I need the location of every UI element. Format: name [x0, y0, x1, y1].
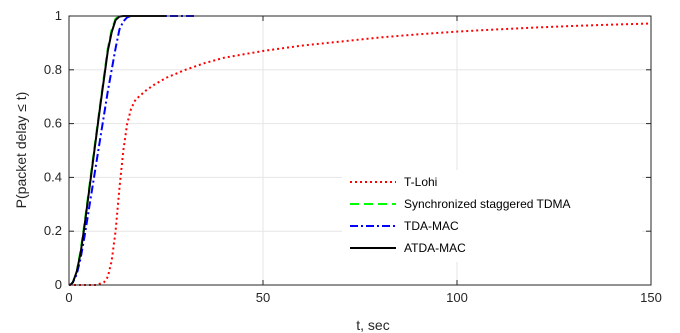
x-tick-label: 0	[65, 290, 72, 305]
y-axis-title: P(packet delay ≤ t)	[13, 92, 29, 209]
y-tick-label: 0.2	[44, 223, 62, 238]
series-line-tda-mac	[68, 15, 198, 286]
plot-frame	[68, 15, 652, 286]
y-tick-label: 0.6	[44, 116, 62, 131]
y-tick-label: 0.8	[44, 62, 62, 77]
y-tick-label: 0.4	[44, 169, 62, 184]
x-tick-label: 150	[640, 290, 662, 305]
legend-box	[342, 170, 642, 262]
x-axis-title: t, sec	[356, 317, 389, 333]
legend-label: Synchronized staggered TDMA	[404, 197, 571, 211]
x-tick-label: 100	[446, 290, 468, 305]
legend-label: TDA-MAC	[404, 219, 459, 233]
legend-label: ATDA-MAC	[404, 241, 466, 255]
legend-label: T-Lohi	[404, 175, 437, 189]
legend: T-Lohi Synchronized staggered TDMA TDA-MAC…	[342, 170, 642, 262]
x-tick-label: 50	[256, 290, 270, 305]
y-tick-label: 1	[55, 8, 62, 23]
y-tick-label: 0	[55, 277, 62, 292]
axes	[68, 15, 652, 286]
ticks: 0 50 100 150 0 0.2 0.4 0.6 0.8 1	[44, 8, 662, 305]
